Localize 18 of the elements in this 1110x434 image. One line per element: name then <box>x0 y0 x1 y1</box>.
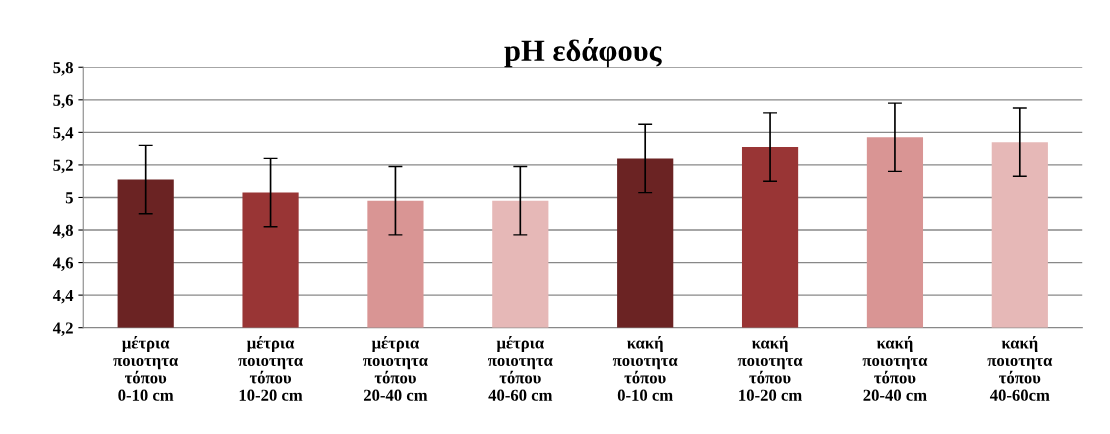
x-tick-label: κακή ποιοτητα τόπου 20-40 cm <box>862 336 928 401</box>
x-tick-label: μέτρια ποιοτητα τόπου 20-40 cm <box>363 336 428 401</box>
y-tick-label: 5,4 <box>53 127 74 141</box>
y-tick-label: 4,4 <box>52 289 74 304</box>
y-tick-label: 4,2 <box>52 322 73 337</box>
x-tick-label: κακή ποιοτητα τόπου 0-10 cm <box>612 336 678 401</box>
y-tick-label: 5,8 <box>53 61 73 76</box>
x-tick-label: κακή ποιοτητα τόπου 40-60cm <box>987 336 1053 401</box>
y-tick-label: 4,6 <box>52 257 74 271</box>
x-tick-label: μέτρια ποιοτητα τόπου 0-10 cm <box>113 336 179 401</box>
x-tick-label: μέτρια ποιοτητα τόπου 40-60 cm <box>487 336 553 401</box>
y-tick-label: 5 <box>65 192 73 204</box>
x-tick-label: μέτρια ποιοτητα τόπου 10-20 cm <box>238 336 303 401</box>
chart-title: pH εδάφους <box>504 38 662 68</box>
y-tick-label: 5,2 <box>53 159 73 174</box>
y-tick-label: 4,8 <box>52 224 73 239</box>
y-tick-label: 5,6 <box>53 94 74 109</box>
x-tick-label: κακή ποιοτητα τόπου 10-20 cm <box>737 336 803 401</box>
